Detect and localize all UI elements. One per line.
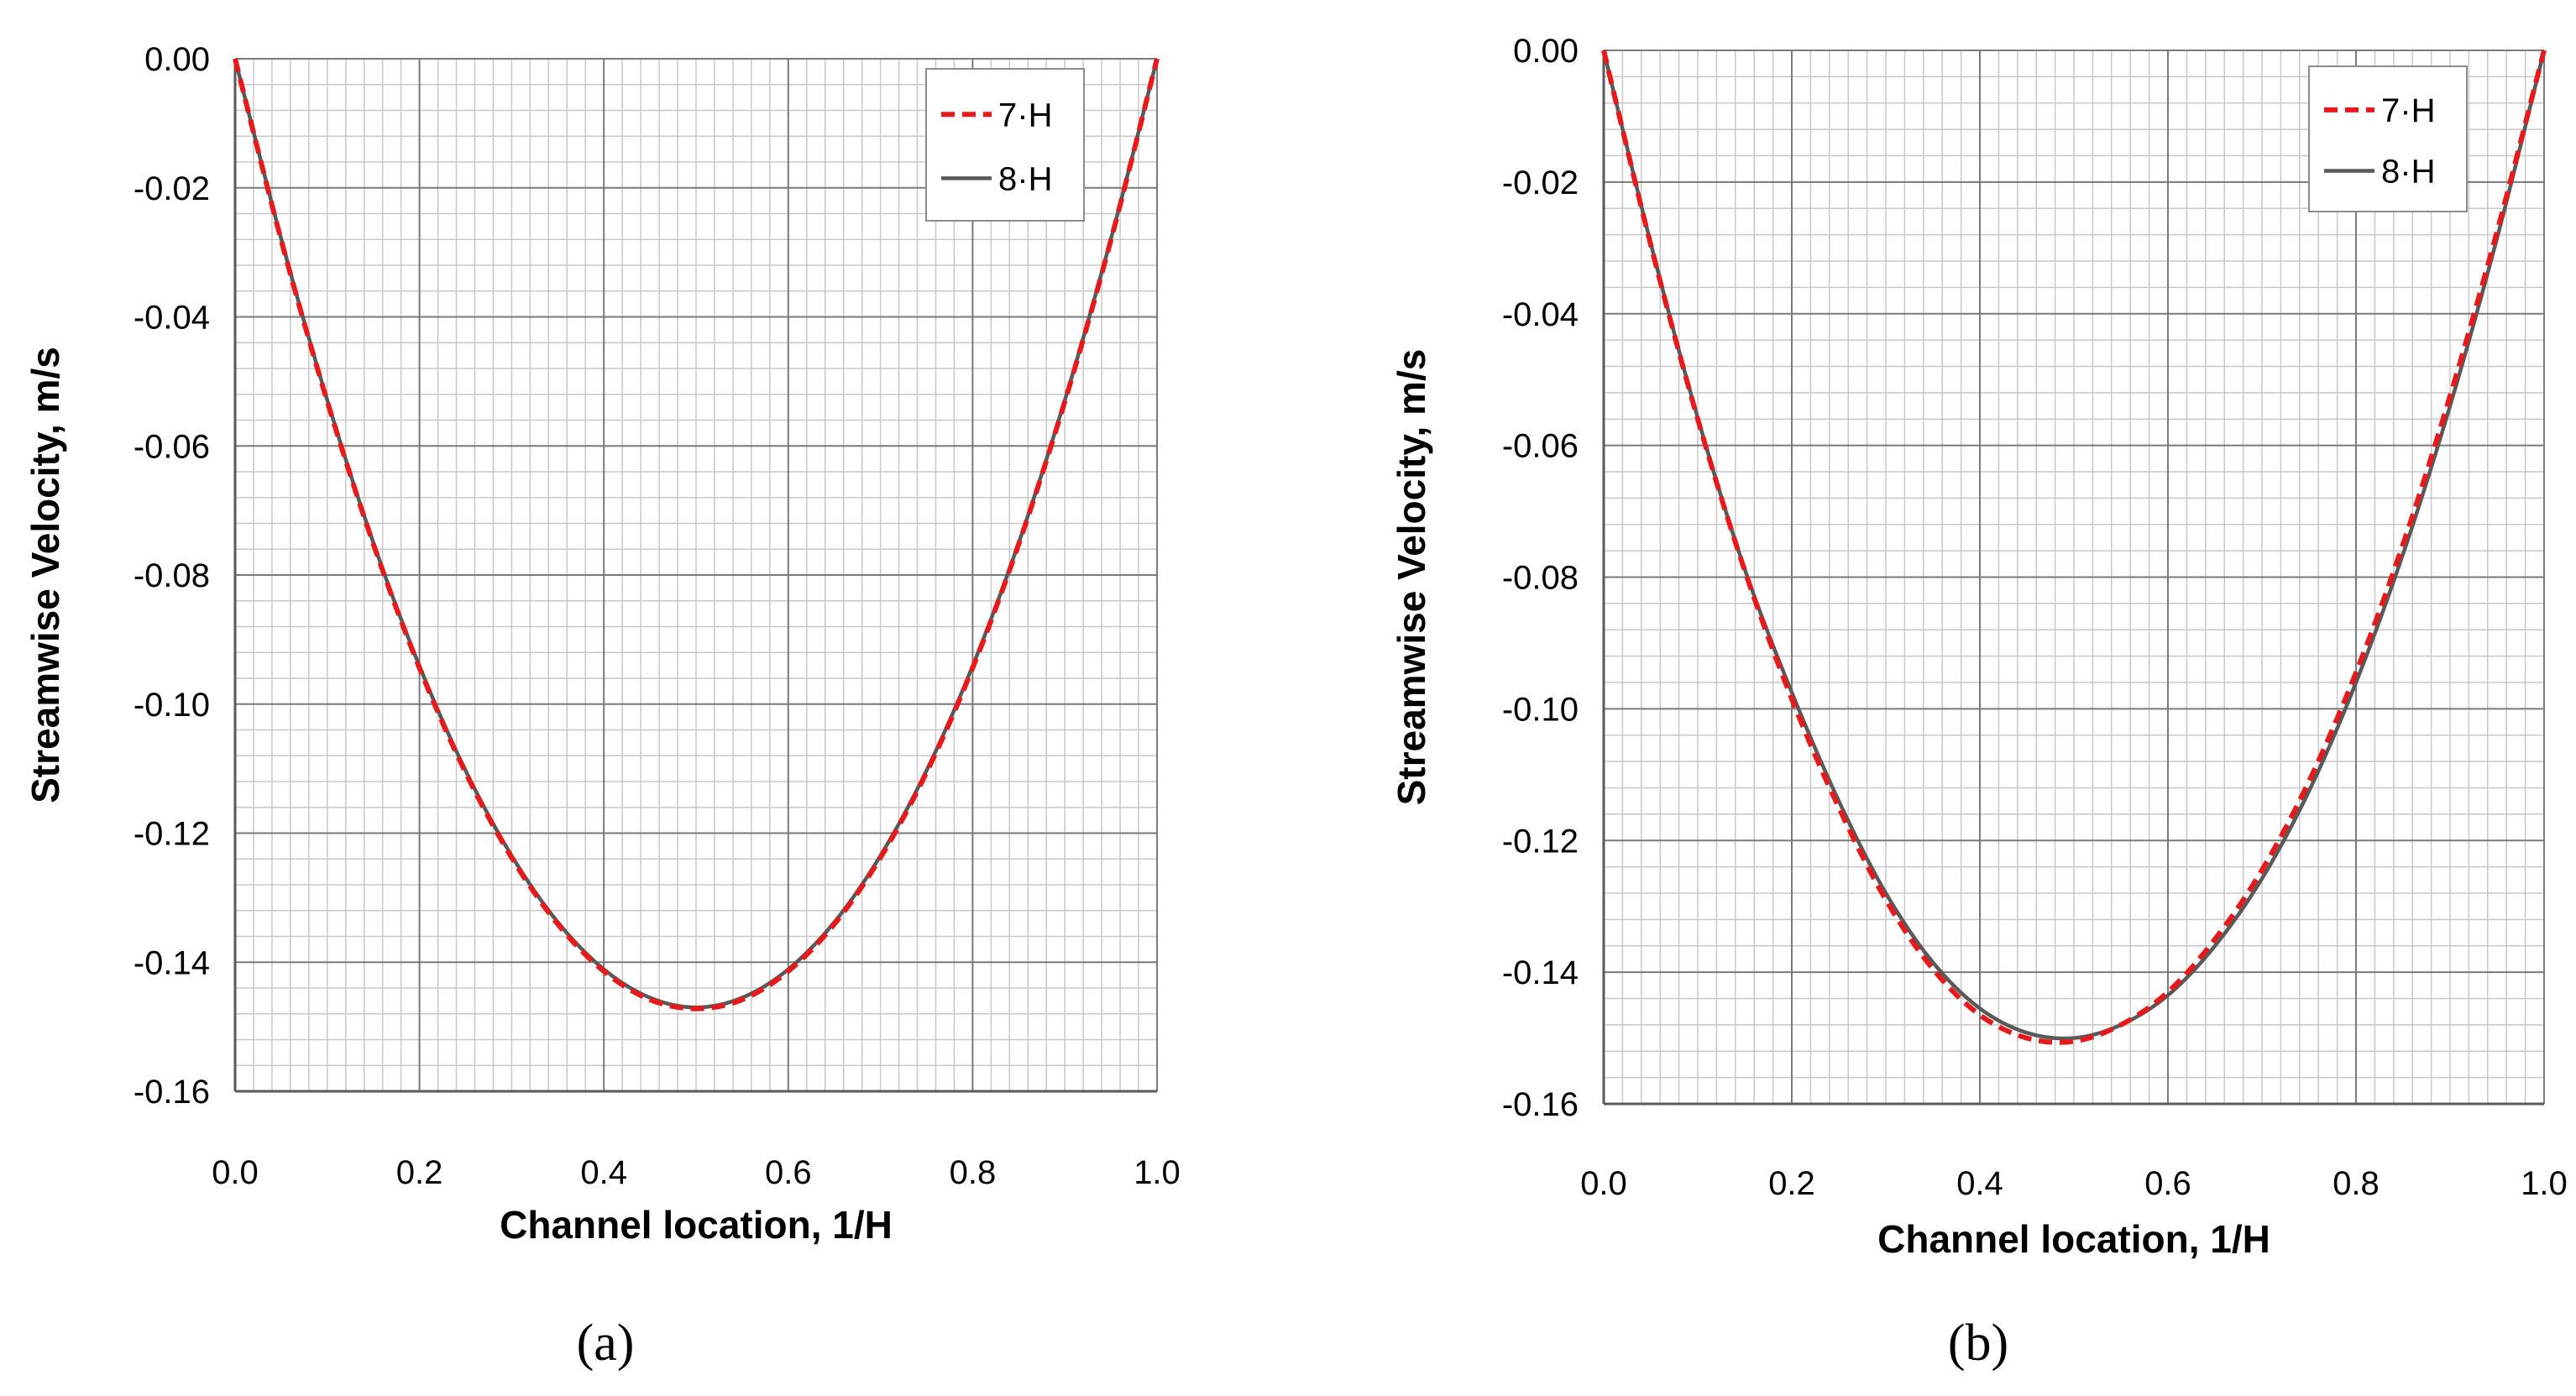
legend-label: 8·H (2381, 154, 2435, 191)
y-tick-label: -0.04 (1502, 296, 1579, 333)
x-tick-label: 0.2 (396, 1154, 443, 1191)
legend-label: 7·H (998, 97, 1052, 133)
x-tick-label: 0.0 (1580, 1165, 1627, 1202)
legend-box (925, 68, 1085, 222)
y-tick-label: -0.12 (134, 816, 210, 853)
x-axis-title: Channel location, 1/H (500, 1203, 893, 1247)
y-tick-label: -0.06 (1502, 428, 1579, 465)
y-tick-label: -0.08 (134, 557, 210, 594)
x-tick-label: 0.6 (2144, 1165, 2191, 1202)
y-tick-label: -0.04 (134, 300, 210, 337)
panel-label-b: (b) (1948, 1315, 2008, 1372)
y-tick-label: -0.02 (1502, 165, 1579, 201)
y-tick-label: -0.02 (134, 170, 210, 207)
panel-label-a: (a) (577, 1315, 635, 1372)
y-tick-label: -0.10 (1502, 691, 1579, 728)
y-tick-label: -0.16 (1502, 1086, 1579, 1123)
y-axis-title: Streamwise Velocity, m/s (24, 347, 67, 803)
y-tick-label: 0.00 (144, 41, 210, 78)
y-tick-label: -0.14 (1502, 954, 1579, 991)
y-tick-label: -0.14 (134, 944, 210, 981)
x-tick-label: 0.0 (212, 1154, 259, 1191)
y-axis-title: Streamwise Velocity, m/s (1390, 349, 1433, 806)
y-tick-label: -0.08 (1502, 560, 1579, 597)
x-tick-label: 1.0 (1134, 1154, 1181, 1191)
x-tick-label: 0.8 (2333, 1165, 2380, 1202)
legend: 7·H 8·H (925, 68, 1085, 222)
legend-label: 8·H (998, 160, 1052, 197)
x-tick-label: 0.8 (950, 1154, 997, 1191)
chart-panel-1: 0.0 0.2 0.4 0.6 0.8 1.0 0.00 -0.02 -0.04 -0.06 -0.… (1390, 33, 2568, 1261)
x-tick-label: 0.6 (765, 1154, 812, 1191)
x-axis-title: Channel location, 1/H (1877, 1217, 2270, 1261)
y-tick-label: 0.00 (1513, 33, 1579, 70)
legend: 7·H 8·H (2308, 65, 2468, 212)
series-line-7h (233, 58, 1160, 1012)
legend-box (2308, 65, 2468, 212)
legend-label: 7·H (2381, 92, 2435, 129)
x-tick-label: 0.4 (1956, 1165, 2003, 1202)
x-tick-label: 1.0 (2521, 1165, 2568, 1202)
y-tick-label: -0.06 (134, 428, 210, 465)
series-line-7h (1601, 50, 2547, 1045)
y-tick-label: -0.12 (1502, 823, 1579, 860)
chart-panel-0: 0.0 0.2 0.4 0.6 0.8 1.0 0.00 -0.02 -0.04 -0.06 -0.… (24, 41, 1181, 1247)
x-tick-label: 0.4 (580, 1154, 627, 1191)
x-tick-label: 0.2 (1768, 1165, 1815, 1202)
y-tick-label: -0.16 (134, 1074, 210, 1111)
y-tick-label: -0.10 (134, 687, 210, 724)
